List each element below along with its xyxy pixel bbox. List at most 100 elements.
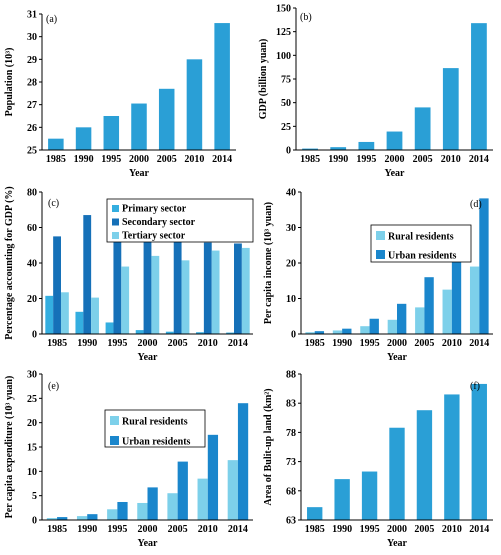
x-tick-label: 1995 — [107, 338, 127, 349]
y-axis-label: Population (10³) — [4, 48, 15, 117]
x-axis-label: Year — [129, 168, 150, 179]
y-tick-label: 75 — [281, 75, 291, 86]
bar-tertiary-sector-2000 — [151, 255, 160, 334]
x-tick-label: 2005 — [414, 524, 434, 535]
bar-2010 — [444, 394, 460, 520]
x-tick-label: 1995 — [356, 154, 376, 165]
x-tick-label: 2000 — [138, 524, 158, 535]
x-tick-label: 2000 — [387, 338, 407, 349]
legend-label: Tertiary sector — [122, 231, 186, 242]
bar-2014 — [471, 383, 487, 520]
x-tick-label: 1990 — [74, 154, 94, 165]
bar-rural-residents-1990 — [76, 516, 88, 520]
x-tick-label: 2014 — [228, 338, 248, 349]
y-tick-label: 83 — [286, 399, 296, 410]
bar-secondary-sector-1995 — [113, 235, 122, 334]
y-tick-label: 10 — [286, 294, 296, 305]
bar-2000 — [386, 131, 403, 150]
panel-e: 0 5 10 15 20 25 30 1985 1990 1995 2000 2005 2010 2014… — [4, 370, 253, 549]
panel-label: (f) — [470, 381, 480, 392]
bar-primary-sector-2014 — [226, 332, 235, 334]
y-tick-label: 30 — [27, 370, 37, 381]
bar-2000 — [389, 427, 405, 520]
bar-secondary-sector-2014 — [234, 243, 242, 334]
bar-primary-sector-1995 — [105, 322, 114, 334]
bar-tertiary-sector-1985 — [60, 292, 69, 334]
y-tick-label: 30 — [27, 32, 37, 43]
panel-label: (e) — [48, 381, 59, 392]
y-axis-label: Percentage accounting for GDP (%) — [4, 186, 15, 340]
y-tick-label: 0 — [32, 330, 37, 341]
bar-tertiary-sector-1990 — [91, 297, 99, 334]
y-tick-label: 78 — [286, 428, 296, 439]
x-tick-label: 2010 — [442, 338, 462, 349]
y-tick-label: 10 — [27, 467, 37, 478]
bar-primary-sector-1990 — [75, 311, 84, 334]
bar-tertiary-sector-2010 — [211, 250, 220, 334]
bar-rural-residents-2010 — [197, 478, 208, 520]
panel-b: 0 25 50 75 100 125 150 1985 1990 1995 2000 2005 2010… — [258, 4, 493, 179]
x-tick-label: 2005 — [157, 154, 177, 165]
bar-urban-residents-2014 — [479, 198, 489, 334]
x-axis-label: Year — [385, 168, 406, 179]
x-tick-label: 1995 — [360, 338, 380, 349]
panel-c: 0 20 40 60 80 1985 1990 1995 2000 2005 2010 2014 Yea… — [4, 186, 254, 363]
x-tick-label: 1995 — [101, 154, 121, 165]
legend-label: Secondary sector — [122, 217, 196, 228]
bar-1990 — [75, 127, 92, 150]
y-tick-label: 40 — [27, 259, 37, 270]
x-tick-label: 1985 — [305, 524, 325, 535]
legend: Primary sector Secondary sector Tertiary s… — [106, 198, 254, 243]
bar-2000 — [131, 103, 147, 150]
y-tick-label: 26 — [27, 123, 37, 134]
y-tick-label: 0 — [32, 516, 37, 527]
x-tick-label: 2005 — [168, 524, 188, 535]
bar-secondary-sector-1985 — [53, 236, 61, 335]
legend-swatch-rural-residents — [376, 231, 385, 240]
bar-1990 — [334, 479, 350, 520]
x-tick-label: 2010 — [442, 524, 462, 535]
y-tick-label: 63 — [286, 516, 296, 527]
bar-tertiary-sector-2014 — [241, 247, 250, 334]
x-axis-label: Year — [138, 538, 159, 549]
bar-secondary-sector-2005 — [173, 232, 182, 334]
y-tick-label: 100 — [276, 51, 291, 62]
bar-urban-residents-2010 — [207, 434, 219, 520]
x-tick-label: 2010 — [198, 524, 218, 535]
bar-secondary-sector-2000 — [143, 239, 152, 334]
x-tick-label: 2000 — [138, 338, 158, 349]
y-axis-label: Area of Bulit-up land (km²) — [263, 388, 274, 505]
x-tick-label: 2005 — [168, 338, 188, 349]
legend-frame — [370, 224, 472, 263]
bar-urban-residents-1990 — [342, 328, 352, 334]
y-axis-label: Per capita expenditure (10³ yuan) — [4, 376, 15, 519]
legend-frame — [104, 409, 206, 448]
bar-rural-residents-2005 — [415, 307, 425, 335]
legend-swatch-urban-residents — [376, 250, 385, 259]
y-tick-label: 68 — [286, 486, 296, 497]
bar-1985 — [307, 507, 323, 520]
bar-urban-residents-1985 — [314, 331, 325, 334]
panel-label: (d) — [470, 199, 482, 210]
bar-1995 — [103, 116, 120, 150]
legend: Rural residents Urban residents — [370, 224, 472, 263]
x-axis-label: Year — [387, 352, 408, 363]
y-tick-label: 31 — [27, 10, 37, 21]
x-tick-label: 2014 — [228, 524, 248, 535]
x-tick-label: 1985 — [300, 154, 320, 165]
y-tick-label: 125 — [276, 27, 291, 38]
x-tick-label: 2014 — [212, 154, 232, 165]
bar-primary-sector-2010 — [196, 332, 204, 334]
legend-frame — [106, 198, 254, 243]
x-tick-label: 2005 — [414, 338, 434, 349]
x-tick-label: 1985 — [47, 338, 67, 349]
y-tick-label: 40 — [286, 188, 296, 199]
y-tick-label: 0 — [286, 146, 291, 157]
x-tick-label: 1990 — [77, 338, 97, 349]
bar-2005 — [414, 107, 431, 150]
x-tick-label: 1990 — [328, 154, 348, 165]
x-axis-label: Year — [387, 538, 408, 549]
legend: Rural residents Urban residents — [104, 409, 206, 448]
bar-urban-residents-1985 — [57, 517, 68, 520]
x-tick-label: 2005 — [413, 154, 433, 165]
